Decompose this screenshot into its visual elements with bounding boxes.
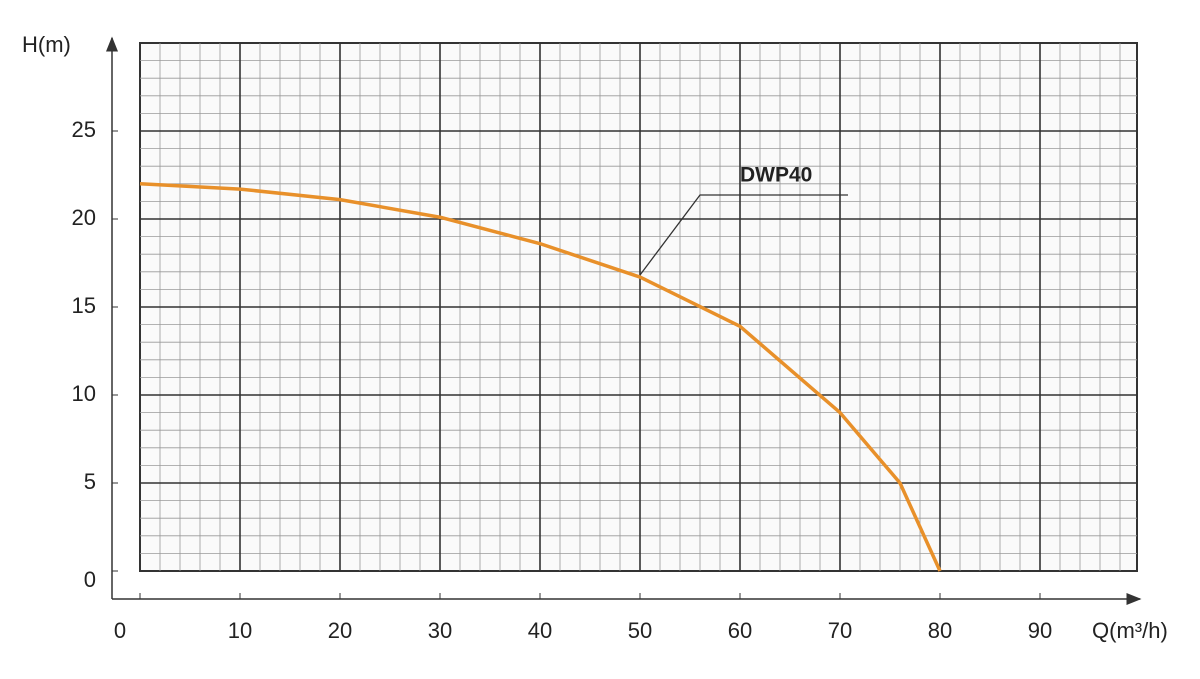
y-tick-label: 5 xyxy=(84,469,96,494)
x-tick-label: 50 xyxy=(628,618,652,643)
x-tick-label: 10 xyxy=(228,618,252,643)
y-axis-label: H(m) xyxy=(22,32,71,57)
y-tick-label: 20 xyxy=(72,205,96,230)
y-tick-label: 10 xyxy=(72,381,96,406)
x-tick-label: 70 xyxy=(828,618,852,643)
x-tick-label: 90 xyxy=(1028,618,1052,643)
x-tick-label: 60 xyxy=(728,618,752,643)
y-tick-label: 25 xyxy=(72,117,96,142)
y-tick-label: 0 xyxy=(84,567,96,592)
x-tick-label: 30 xyxy=(428,618,452,643)
x-tick-label: 0 xyxy=(114,618,126,643)
y-tick-label: 15 xyxy=(72,293,96,318)
x-tick-label: 20 xyxy=(328,618,352,643)
x-axis-label: Q(m³/h) xyxy=(1092,618,1168,643)
curve xyxy=(139,182,942,572)
series-label: DWP40 xyxy=(740,164,812,187)
x-tick-label: 40 xyxy=(528,618,552,643)
x-tick-label: 80 xyxy=(928,618,952,643)
leader-line xyxy=(639,194,848,276)
